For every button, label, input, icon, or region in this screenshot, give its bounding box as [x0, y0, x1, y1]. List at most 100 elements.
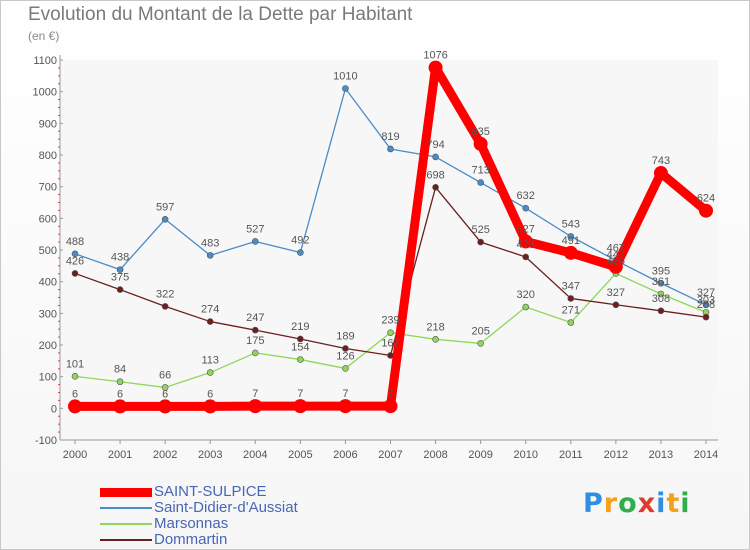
- series-point-1: [522, 204, 530, 212]
- series-point-2: [161, 384, 169, 391]
- series-point-1: [297, 249, 304, 256]
- x-tick-label: 2001: [108, 449, 132, 461]
- series-point-2: [297, 356, 304, 363]
- data-label: 6: [207, 388, 213, 400]
- y-tick-label: 1000: [33, 87, 57, 99]
- y-tick-label: 700: [39, 182, 57, 194]
- series-point-3: [206, 318, 214, 325]
- data-label: 492: [291, 235, 309, 247]
- series-point-1: [342, 85, 349, 92]
- data-label: 488: [66, 236, 84, 248]
- data-label: 322: [156, 288, 174, 300]
- chart-unit-label: (en €): [28, 29, 60, 43]
- data-label: 7: [387, 388, 393, 400]
- data-label: 527: [517, 223, 535, 235]
- series-point-0: [248, 399, 263, 414]
- series-point-0: [203, 399, 218, 414]
- x-tick-label: 2011: [559, 449, 583, 461]
- series-point-3: [612, 301, 620, 309]
- series-point-0: [383, 399, 398, 414]
- logo-letter: o: [618, 488, 638, 519]
- proxiti-logo: Proxiti: [583, 488, 691, 519]
- series-point-0: [699, 203, 713, 218]
- series-point-2: [206, 369, 214, 376]
- data-label: 835: [471, 126, 489, 138]
- data-label: 247: [246, 312, 264, 324]
- series-point-3: [161, 303, 169, 310]
- data-label: 7: [252, 388, 258, 400]
- data-label: 271: [562, 305, 580, 317]
- legend-swatch: [100, 488, 152, 497]
- data-label: 467: [607, 242, 625, 254]
- series-point-2: [657, 290, 665, 298]
- data-label: 6: [72, 388, 78, 400]
- series-point-1: [161, 215, 169, 223]
- data-label: 205: [471, 325, 489, 337]
- legend-swatch: [100, 523, 152, 525]
- series-point-1: [71, 250, 79, 258]
- logo-letter: i: [680, 488, 691, 519]
- series-point-1: [387, 145, 394, 153]
- y-tick-label: -100: [35, 435, 57, 447]
- series-point-0: [653, 166, 668, 181]
- data-label: 7: [297, 388, 303, 400]
- series-point-2: [432, 335, 439, 343]
- series-point-1: [702, 301, 710, 309]
- y-tick-label: 400: [39, 277, 57, 289]
- x-tick-label: 2008: [423, 449, 447, 461]
- data-label: 491: [562, 235, 580, 247]
- series-point-2: [567, 319, 575, 326]
- data-label: 395: [652, 265, 670, 277]
- data-label: 361: [652, 276, 670, 288]
- data-label: 527: [246, 223, 264, 235]
- data-label: 478: [517, 239, 535, 251]
- x-tick-label: 2002: [153, 449, 177, 461]
- data-label: 375: [111, 272, 129, 284]
- data-label: 438: [111, 252, 129, 264]
- series-point-3: [522, 253, 530, 261]
- series-point-1: [251, 238, 259, 245]
- series-point-1: [116, 266, 124, 273]
- x-tick-label: 2013: [649, 449, 673, 461]
- series-point-0: [338, 399, 353, 414]
- data-label: 303: [697, 294, 715, 306]
- data-label: 327: [697, 287, 715, 299]
- data-label: 819: [381, 131, 399, 143]
- data-label: 483: [201, 237, 219, 249]
- data-label: 543: [562, 218, 580, 230]
- x-tick-label: 2007: [378, 449, 402, 461]
- data-label: 320: [517, 289, 535, 301]
- x-tick-label: 2014: [694, 449, 718, 461]
- legend-label: Dommartin: [154, 531, 228, 548]
- data-label: 126: [336, 350, 354, 362]
- data-label: 1010: [333, 71, 357, 83]
- series-point-1: [657, 279, 665, 287]
- data-label: 525: [471, 224, 489, 236]
- series-point-3: [251, 326, 259, 334]
- series-point-1: [206, 252, 214, 259]
- data-label: 113: [201, 355, 219, 367]
- data-label: 154: [291, 342, 309, 354]
- data-label: 6: [162, 388, 168, 400]
- x-tick-label: 2003: [198, 449, 222, 461]
- data-label: 327: [607, 287, 625, 299]
- data-label: 597: [156, 201, 174, 213]
- data-label: 632: [517, 190, 535, 202]
- data-label: 218: [426, 321, 444, 333]
- legend-label: SAINT-SULPICE: [154, 483, 267, 500]
- chart-title: Evolution du Montant de la Dette par Hab…: [28, 4, 413, 25]
- series-point-2: [251, 349, 259, 357]
- series-point-2: [477, 340, 484, 347]
- x-tick-label: 2005: [288, 449, 312, 461]
- series-point-0: [428, 60, 443, 75]
- x-tick-label: 2010: [513, 449, 537, 461]
- y-tick-label: 200: [39, 340, 57, 352]
- series-point-3: [567, 295, 575, 302]
- data-label: 447: [607, 249, 625, 261]
- y-tick-label: 0: [51, 403, 57, 415]
- series-point-0: [608, 259, 623, 274]
- data-label: 239: [381, 315, 399, 327]
- data-label: 84: [114, 364, 126, 376]
- series-point-2: [342, 365, 349, 372]
- data-label: 6: [117, 388, 123, 400]
